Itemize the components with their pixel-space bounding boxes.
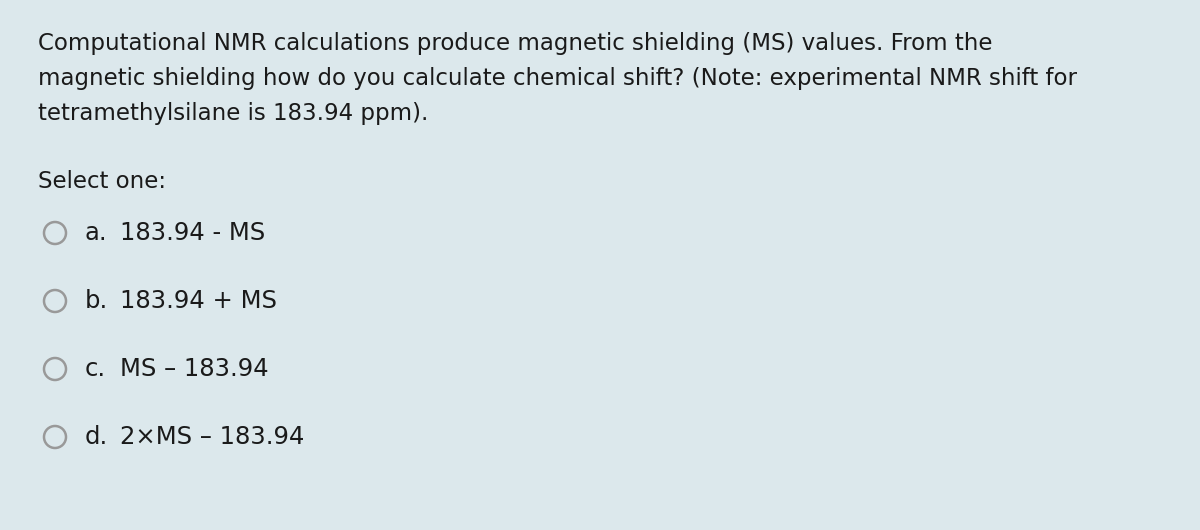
Text: b.: b. — [85, 289, 108, 313]
Text: a.: a. — [85, 221, 108, 245]
Text: magnetic shielding how do you calculate chemical shift? (Note: experimental NMR : magnetic shielding how do you calculate … — [38, 67, 1078, 90]
Text: 183.94 + MS: 183.94 + MS — [120, 289, 277, 313]
Text: d.: d. — [85, 425, 108, 449]
Text: Select one:: Select one: — [38, 170, 166, 193]
Text: 2×MS – 183.94: 2×MS – 183.94 — [120, 425, 305, 449]
Text: c.: c. — [85, 357, 106, 381]
Text: tetramethylsilane is 183.94 ppm).: tetramethylsilane is 183.94 ppm). — [38, 102, 428, 125]
Text: 183.94 - MS: 183.94 - MS — [120, 221, 265, 245]
Text: MS – 183.94: MS – 183.94 — [120, 357, 269, 381]
Text: Computational NMR calculations produce magnetic shielding (MS) values. From the: Computational NMR calculations produce m… — [38, 32, 992, 55]
